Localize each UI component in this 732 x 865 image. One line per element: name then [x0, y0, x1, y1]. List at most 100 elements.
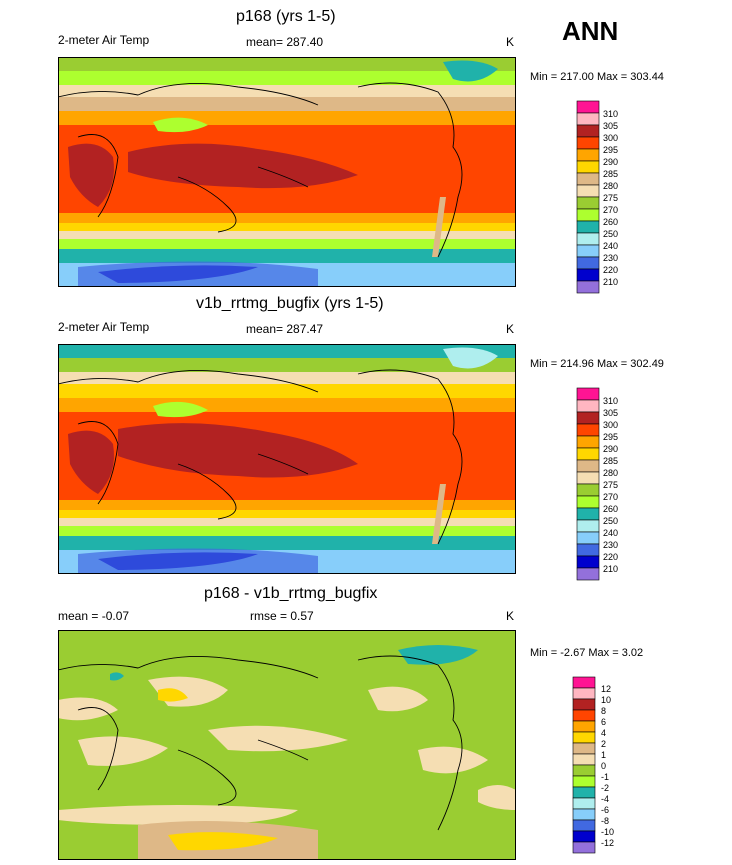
band-n-subtropic [58, 111, 516, 125]
colorbar-label: 310 [603, 109, 618, 119]
colorbar-box-15 [576, 567, 600, 581]
colorbar-label: 285 [603, 456, 618, 466]
colorbar-box-11 [576, 232, 600, 246]
colorbar-box-10 [576, 220, 600, 234]
colorbar-label: 8 [601, 706, 606, 716]
diff-blob [398, 645, 478, 665]
colorbar-box-14 [576, 268, 600, 282]
colorbar-box-2 [572, 698, 596, 711]
colorbar-box-7 [576, 184, 600, 198]
panel-2-minmax: Min = 214.96 Max = 302.49 [530, 358, 664, 370]
colorbar-label: 240 [603, 528, 618, 538]
diff-blob [478, 785, 516, 810]
band-s-subtropic [58, 213, 516, 223]
panel-2-colorbar: 310 305 300 295 290 285 280 275 270 260 … [576, 387, 618, 581]
panel-2-title: v1b_rrtmg_bugfix (yrs 1-5) [196, 295, 384, 312]
diff-blob [58, 805, 298, 825]
colorbar-box-5 [576, 447, 600, 461]
panel-1-title: p168 (yrs 1-5) [236, 8, 336, 25]
colorbar-label: 305 [603, 408, 618, 418]
colorbar-label: 290 [603, 444, 618, 454]
colorbar-box-4 [576, 435, 600, 449]
colorbar-label: 280 [603, 181, 618, 191]
band-n-subtropic [58, 398, 516, 412]
panel-2-unit-label: K [506, 322, 515, 336]
africa-hot [68, 430, 114, 494]
band-n-temperate [58, 85, 516, 97]
coastlines [58, 82, 463, 258]
greenland [443, 60, 498, 82]
colorbar-box-9 [572, 775, 596, 788]
colorbar-box-8 [572, 764, 596, 777]
colorbar-label: 305 [603, 121, 618, 131]
diff-blob [168, 832, 278, 851]
panel-3-minmax: Min = -2.67 Max = 3.02 [530, 647, 644, 659]
band-arctic [58, 57, 516, 71]
colorbar-box-7 [576, 471, 600, 485]
colorbar-label: 285 [603, 169, 618, 179]
andes-cold [432, 484, 446, 544]
colorbar-box-1 [576, 112, 600, 126]
colorbar-label: -12 [601, 838, 614, 848]
colorbar-box-15 [576, 280, 600, 294]
diff-blob [208, 725, 348, 752]
colorbar-label: 290 [603, 157, 618, 167]
colorbar-label: 275 [603, 193, 618, 203]
band-n-temperate [58, 372, 516, 384]
colorbar-box-4 [576, 148, 600, 162]
colorbar-label: -6 [601, 805, 609, 815]
colorbar-label: 230 [603, 540, 618, 550]
diff-blob [368, 686, 428, 712]
colorbar-label: 270 [603, 205, 618, 215]
colorbar-label: 10 [601, 695, 611, 705]
colorbar-box-1 [572, 687, 596, 700]
colorbar-box-9 [576, 495, 600, 509]
panel-3-mean-label: mean = -0.07 [58, 609, 130, 623]
africa-hot [68, 143, 114, 207]
band-s-subtropic [58, 500, 516, 510]
colorbar-label: 210 [603, 564, 618, 574]
panel-1-mean-label: mean= 287.40 [246, 35, 324, 49]
coastlines [58, 655, 463, 831]
colorbar-label: 310 [603, 396, 618, 406]
panel-1-minmax: Min = 217.00 Max = 303.44 [530, 71, 664, 83]
band-arctic [58, 344, 516, 358]
colorbar-label: 6 [601, 717, 606, 727]
colorbar-label: -2 [601, 783, 609, 793]
colorbar-label: 250 [603, 516, 618, 526]
colorbar-box-9 [576, 208, 600, 222]
colorbar-box-12 [576, 531, 600, 545]
colorbar-box-11 [572, 797, 596, 810]
panel-2-mean-label: mean= 287.47 [246, 322, 324, 336]
colorbar-box-3 [576, 136, 600, 150]
colorbar-box-2 [576, 124, 600, 138]
colorbar-box-3 [572, 709, 596, 722]
colorbar-box-4 [572, 720, 596, 733]
antarctica-edge [78, 548, 318, 574]
band-n-mid [58, 71, 516, 85]
panel-1-variable-label: 2-meter Air Temp [58, 33, 150, 47]
diff-blob [110, 672, 124, 681]
panel-1-unit-label: K [506, 35, 515, 49]
colorbar-box-13 [576, 256, 600, 270]
antarctica-edge [78, 261, 318, 287]
diff-blob [158, 688, 188, 702]
colorbar-box-7 [572, 753, 596, 766]
panel-3-title: p168 - v1b_rrtmg_bugfix [204, 585, 378, 602]
colorbar-label: 230 [603, 253, 618, 263]
colorbar-box-15 [572, 841, 596, 854]
colorbar-box-5 [572, 731, 596, 744]
colorbar-box-12 [572, 808, 596, 821]
colorbar-label: 2 [601, 739, 606, 749]
colorbar-box-3 [576, 423, 600, 437]
colorbar-box-0 [576, 387, 600, 401]
colorbar-label: -4 [601, 794, 609, 804]
band-s-temperate [58, 231, 516, 239]
warm-pool [118, 423, 358, 478]
colorbar-label: 250 [603, 229, 618, 239]
andes-cold [432, 197, 446, 257]
colorbar-label: -10 [601, 827, 614, 837]
colorbar-label: 12 [601, 684, 611, 694]
colorbar-box-8 [576, 196, 600, 210]
panel-3-map [58, 630, 516, 860]
